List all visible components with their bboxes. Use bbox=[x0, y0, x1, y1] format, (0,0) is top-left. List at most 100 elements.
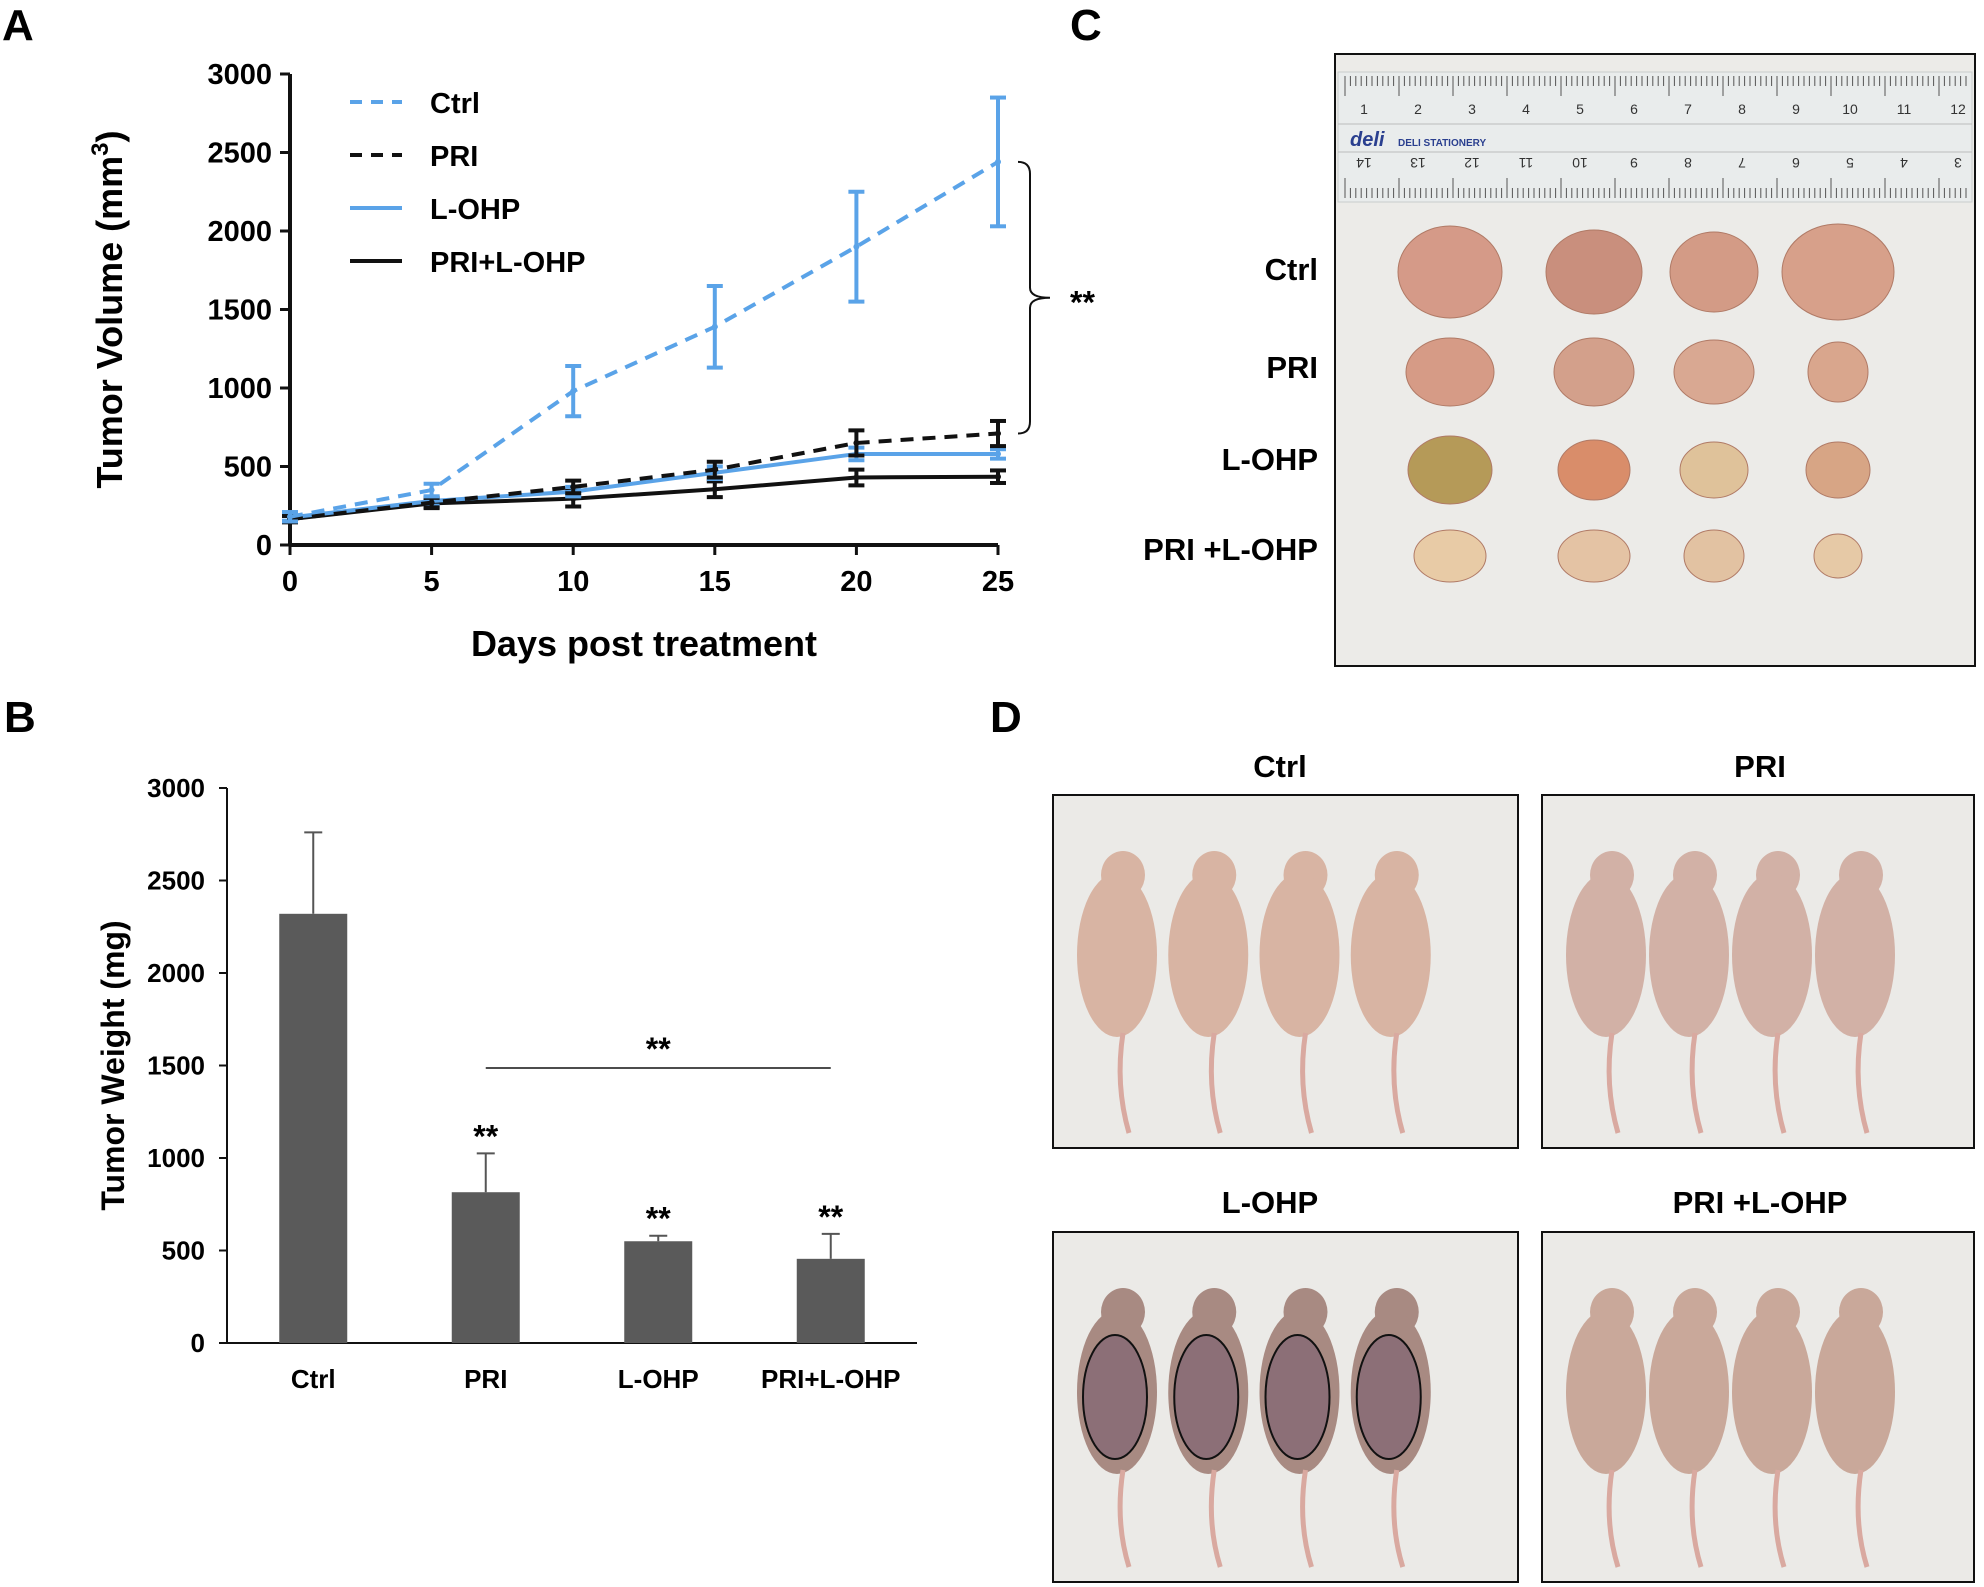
mouse-tail bbox=[1391, 1032, 1406, 1134]
legend-a: Ctrl PRI L-OHP PRI+L-OHP bbox=[350, 88, 586, 279]
data-point bbox=[570, 483, 577, 490]
panel-letter-c: C bbox=[1070, 1, 1102, 50]
legend-label: PRI+L-OHP bbox=[430, 247, 586, 279]
y-tick-label-b: 2500 bbox=[147, 866, 205, 896]
bar-significance: ** bbox=[646, 1201, 671, 1237]
bar-significance: ** bbox=[473, 1118, 498, 1154]
ruler-number: 5 bbox=[1576, 101, 1584, 117]
tumor-specimen bbox=[1669, 231, 1759, 313]
tumor-specimen bbox=[1545, 229, 1643, 315]
mouse-body bbox=[1732, 873, 1812, 1037]
bars-b: ** ** ** bbox=[279, 831, 865, 1343]
mouse bbox=[1815, 1288, 1895, 1568]
tumor-specimen bbox=[1807, 341, 1869, 403]
tumor-row-label: L-OHP bbox=[1222, 442, 1318, 477]
data-point bbox=[853, 474, 860, 481]
y-axis-title-a-sup: 3 bbox=[87, 142, 114, 155]
tumor-row-label: Ctrl bbox=[1265, 252, 1318, 287]
significance-label-b: ** bbox=[646, 1031, 671, 1067]
bar bbox=[796, 1258, 865, 1343]
y-tick-label-a: 0 bbox=[256, 530, 272, 562]
mouse-body bbox=[1566, 1310, 1646, 1474]
tumor-specimen bbox=[1805, 441, 1871, 499]
ruler-number: 8 bbox=[1684, 155, 1692, 171]
panel-letter-a: A bbox=[2, 1, 34, 50]
mouse-photo-frames: Ctrl PRI L-OHP PRI +L-OHP bbox=[1052, 749, 1975, 1583]
significance-brace-a bbox=[1017, 160, 1051, 435]
mouse-photo-label: Ctrl bbox=[1253, 749, 1306, 784]
y-tick-labels-b: 0 500 1000 1500 2000 2500 3000 bbox=[147, 773, 205, 1358]
mouse bbox=[1077, 1288, 1157, 1568]
mouse bbox=[1350, 1288, 1431, 1568]
ruler-number: 11 bbox=[1519, 155, 1534, 171]
mouse-body bbox=[1649, 1310, 1729, 1474]
y-tick-label-a: 1000 bbox=[207, 373, 272, 405]
category-label: PRI bbox=[464, 1364, 507, 1394]
mouse-photo: Ctrl bbox=[1052, 749, 1519, 1149]
bar-group: ** bbox=[796, 1199, 865, 1343]
ruler-brand-logo: deli bbox=[1350, 129, 1385, 151]
data-point bbox=[995, 473, 1001, 480]
ruler-number: 10 bbox=[1842, 101, 1858, 117]
tumor-specimen bbox=[1397, 225, 1503, 319]
data-point bbox=[570, 388, 577, 395]
mouse-body bbox=[1077, 873, 1157, 1037]
mouse-photo: PRI bbox=[1541, 749, 1975, 1149]
x-tick-label-a: 25 bbox=[982, 566, 1014, 598]
bar-group bbox=[279, 831, 348, 1343]
mouse bbox=[1259, 1288, 1340, 1568]
ruler-number: 1 bbox=[1360, 101, 1368, 117]
mouse-tail bbox=[1772, 1032, 1787, 1134]
series-lines-a bbox=[282, 95, 1006, 525]
category-label: L-OHP bbox=[618, 1364, 699, 1394]
mouse-photo-label: L-OHP bbox=[1222, 1185, 1318, 1220]
y-tick-label-b: 0 bbox=[191, 1328, 205, 1358]
ruler bbox=[1337, 71, 1973, 203]
ruler-number: 2 bbox=[1414, 101, 1422, 117]
tumor-specimen bbox=[1679, 441, 1749, 499]
ruler-bottom-numbers: 14 13 12 11 10 9 8 7 6 5 4 3 bbox=[1356, 155, 1962, 171]
y-tick-label-b: 3000 bbox=[147, 773, 205, 803]
y-tick-label-a: 500 bbox=[224, 452, 272, 484]
y-tick-label-b: 1500 bbox=[147, 1051, 205, 1081]
tumor-specimen bbox=[1557, 439, 1631, 501]
y-tick-label-b: 500 bbox=[162, 1236, 205, 1266]
mouse bbox=[1649, 1288, 1729, 1568]
mouse-photo-label: PRI bbox=[1734, 749, 1786, 784]
legend-label: PRI bbox=[430, 141, 478, 173]
mouse bbox=[1566, 1288, 1646, 1568]
tumor-specimen bbox=[1407, 435, 1493, 505]
bar bbox=[451, 1192, 520, 1343]
tumor-weight-bar-chart: 0 500 1000 1500 2000 2500 3000 ** ** ** Ctrl PRI L… bbox=[95, 773, 917, 1394]
y-tick-labels-a: 0 500 1000 1500 2000 2500 3000 bbox=[207, 59, 272, 562]
tumor-photo-panel: 1 2 3 4 5 6 7 8 9 10 11 12 14 13 12 11 10 9 8 7 6 5 4 3 deli D… bbox=[1143, 53, 1976, 667]
mouse-body bbox=[1566, 873, 1646, 1037]
ruler-number: 3 bbox=[1468, 101, 1476, 117]
ruler-number: 6 bbox=[1792, 155, 1800, 171]
panel-letter-b: B bbox=[4, 693, 36, 742]
mouse-tail bbox=[1855, 1469, 1870, 1568]
tumor-specimens bbox=[1397, 223, 1895, 583]
mouse bbox=[1649, 851, 1729, 1134]
x-tick-label-a: 10 bbox=[557, 566, 589, 598]
tumor-specimen bbox=[1553, 337, 1635, 407]
y-axis-title-a: Tumor Volume (mm3) bbox=[87, 130, 130, 488]
data-point bbox=[711, 466, 718, 473]
data-point bbox=[995, 158, 1001, 165]
ruler-number: 6 bbox=[1630, 101, 1638, 117]
ruler-number: 8 bbox=[1738, 101, 1746, 117]
mouse bbox=[1350, 851, 1431, 1134]
tumor-specimen bbox=[1413, 529, 1487, 583]
tumor-specimen bbox=[1683, 529, 1745, 583]
significance-label-a: ** bbox=[1070, 285, 1095, 321]
x-tick-labels-a: 0 5 10 15 20 25 bbox=[282, 566, 1014, 598]
mouse bbox=[1732, 1288, 1812, 1568]
y-tick-label-a: 1500 bbox=[207, 295, 272, 327]
data-point bbox=[995, 430, 1001, 437]
bar-significance: ** bbox=[818, 1199, 843, 1235]
bar bbox=[279, 913, 348, 1343]
x-tick-label-a: 20 bbox=[840, 566, 872, 598]
tumor-outline bbox=[1173, 1334, 1240, 1460]
ruler-top-numbers: 1 2 3 4 5 6 7 8 9 10 11 12 bbox=[1360, 101, 1966, 117]
data-point bbox=[853, 243, 860, 250]
